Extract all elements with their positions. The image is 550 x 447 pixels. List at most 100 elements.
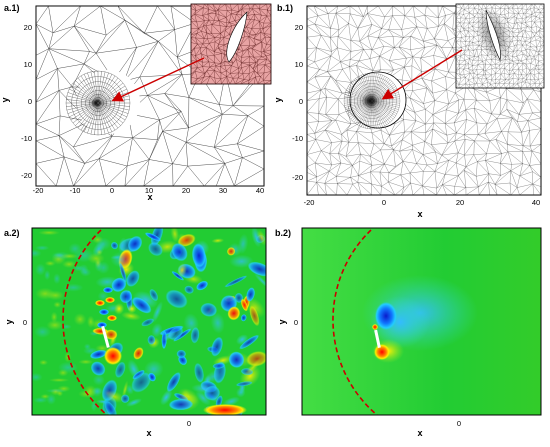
- panel-b1-label: b.1): [277, 3, 293, 13]
- mesh-lines: [455, 3, 545, 89]
- vortex-blob: [95, 300, 105, 306]
- vortex-blob: [97, 322, 107, 328]
- panel-a1-xtick: 20: [182, 186, 190, 195]
- vortex-blob: [83, 347, 99, 355]
- vortex-blob: [166, 371, 181, 393]
- panel-a2: a.2) x y 0 0: [4, 227, 267, 438]
- panel-b2-ylabel: y: [277, 319, 287, 324]
- panel-b1-xtick: 0: [382, 198, 386, 207]
- vortex-blob: [38, 230, 60, 236]
- vortex-blob: [95, 344, 110, 352]
- vortex-blob: [240, 314, 247, 322]
- vortex-blob: [222, 396, 240, 407]
- vortex-blob: [235, 381, 253, 387]
- vortex-blob: [151, 301, 163, 323]
- vortex-blob: [131, 296, 152, 314]
- vortex-blob: [68, 243, 82, 255]
- vortex-blob: [196, 280, 209, 291]
- panel-b1: b.1) x y -20 0 20 40 20 10 0 -10 -20: [273, 3, 545, 219]
- panel-a2-label: a.2): [4, 228, 20, 238]
- panel-a1: a.1) x y -20 -10 0 10 20 30 40 20 10 0 -…: [0, 3, 272, 202]
- vortex-blob: [161, 329, 177, 342]
- vortex-blob: [95, 237, 112, 251]
- vortex-blob: [119, 262, 127, 283]
- panel-a2-xlabel: x: [146, 428, 151, 438]
- vortex-red: [374, 344, 390, 360]
- vortex-blob: [83, 385, 97, 397]
- mesh-dense-core: [362, 93, 378, 109]
- vortex-blob: [160, 389, 173, 406]
- panel-b1-ytick: 0: [299, 97, 303, 106]
- panel-b1-inset: [455, 3, 545, 89]
- vortex-blob: [210, 336, 224, 357]
- vortex-blob: [191, 383, 217, 394]
- vortex-blob: [239, 334, 260, 350]
- vortex-blob: [141, 318, 155, 327]
- panel-b1-mesh: [307, 6, 541, 195]
- vortex-blue: [375, 302, 397, 330]
- vortex-blob: [35, 263, 46, 276]
- vortex-blob: [127, 235, 143, 252]
- panel-b2-label: b.2): [275, 228, 291, 238]
- panel-a1-xtick: -10: [70, 186, 81, 195]
- vortex-blob: [78, 264, 89, 275]
- vortex-blob: [226, 247, 236, 256]
- panel-b2-xlabel: x: [417, 428, 422, 438]
- panel-a1-ytick: -20: [21, 171, 32, 180]
- vortex-blob: [195, 390, 211, 406]
- vortex-blob: [113, 302, 125, 315]
- panel-a1-ytick: 10: [24, 60, 32, 69]
- panel-a1-xtick: 0: [110, 186, 114, 195]
- panel-b1-ytick: -20: [292, 173, 303, 182]
- panel-a2-xtick: 0: [187, 419, 191, 428]
- vortex-blob: [150, 228, 164, 247]
- panel-a1-xlabel: x: [147, 192, 152, 202]
- vortex-blob: [229, 254, 254, 269]
- panel-b1-xtick: -20: [304, 198, 315, 207]
- mesh-circle-boundary: [349, 71, 407, 129]
- panel-a2-vortices: [32, 228, 266, 415]
- vortex-blob: [73, 313, 87, 326]
- airfoil-shape: [101, 325, 110, 348]
- vortex-red: [203, 404, 247, 415]
- vortex-blob: [78, 359, 94, 365]
- vortex-blob: [34, 325, 51, 338]
- panel-a1-xtick: -20: [33, 186, 44, 195]
- vortex-blob: [33, 397, 48, 404]
- vortex-blob: [105, 297, 115, 303]
- vortex-blob: [32, 249, 42, 258]
- vortex-blob: [212, 362, 225, 369]
- vortex-red: [372, 324, 378, 330]
- panel-a2-ylabel: y: [4, 319, 14, 324]
- panel-b2-frame: [301, 227, 542, 416]
- vortex-blob: [203, 369, 224, 384]
- vortex-blob: [224, 275, 248, 288]
- vortex-blob: [44, 270, 51, 281]
- panel-a2-field: [32, 228, 266, 415]
- vortex-blob: [56, 390, 64, 397]
- vortex-blob: [92, 374, 105, 386]
- vortex-blob: [210, 312, 225, 334]
- panel-a1-ylabel: y: [0, 97, 10, 102]
- zoom-arrow-b1: [381, 49, 463, 100]
- vortex-blob: [184, 285, 194, 294]
- vortex-blob: [211, 238, 225, 244]
- vortex-blob: [57, 369, 69, 377]
- vortex-blob: [94, 257, 102, 269]
- panel-a1-inset: [190, 3, 272, 85]
- vortex-blob: [256, 229, 266, 246]
- airfoil-shape: [374, 329, 381, 349]
- vortex-blob: [240, 298, 248, 312]
- vortex-blob: [244, 357, 263, 377]
- vortex-blob: [127, 304, 137, 314]
- vortex-blob: [168, 398, 194, 411]
- panel-b1-ytick: -10: [292, 134, 303, 143]
- airfoil-shape: [226, 11, 248, 63]
- vortex-blob: [57, 385, 71, 393]
- vortex-blob: [48, 378, 70, 383]
- vortex-blob: [147, 335, 156, 345]
- vortex-blob: [46, 393, 56, 405]
- vortex-blob: [53, 301, 62, 309]
